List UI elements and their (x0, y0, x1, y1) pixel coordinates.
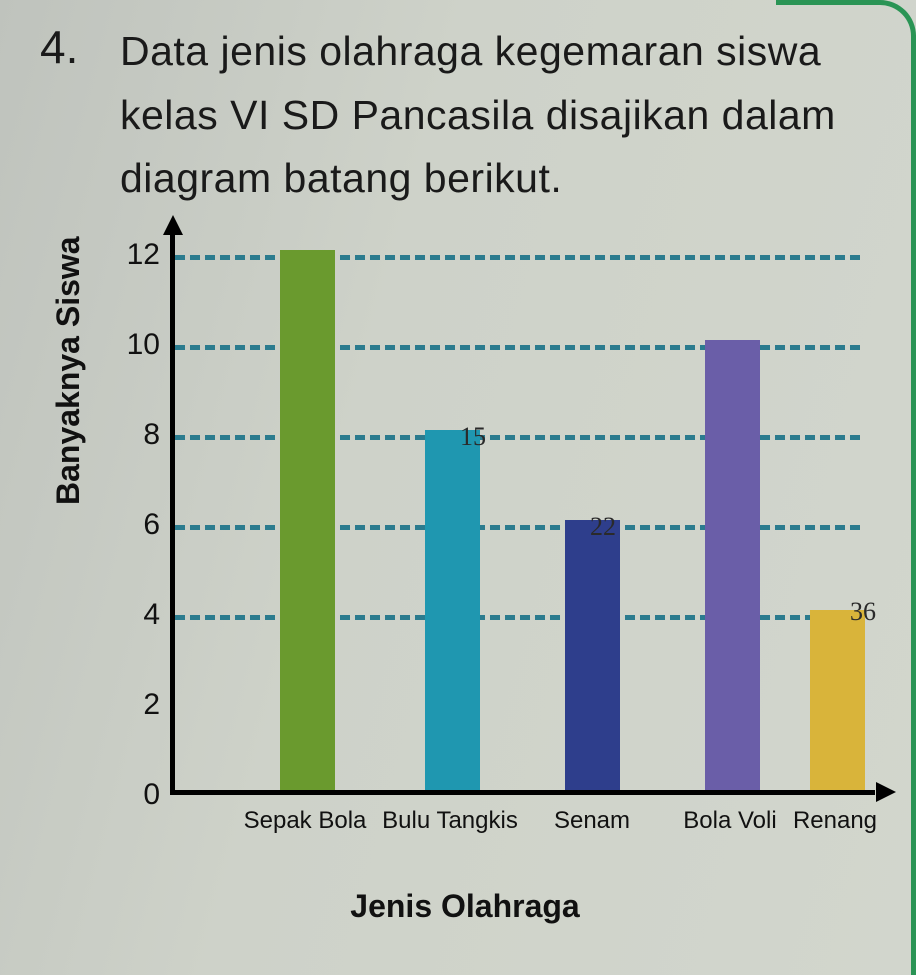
y-tick-label: 12 (127, 238, 160, 272)
category-label: Bola Voli (683, 807, 776, 835)
question-text: Data jenis olahraga kegemaran siswa kela… (120, 20, 876, 211)
handwritten-annotation: 15 (460, 422, 486, 452)
y-tick-label: 4 (143, 598, 160, 632)
x-axis (170, 790, 875, 795)
y-axis-label: Banyaknya Siswa (50, 236, 87, 505)
category-label: Bulu Tangkis (382, 807, 518, 835)
bar (425, 430, 480, 790)
question-number: 4. (40, 20, 78, 74)
y-tick-label: 10 (127, 328, 160, 362)
y-tick-label: 8 (143, 418, 160, 452)
y-tick-label: 6 (143, 508, 160, 542)
y-tick-label: 2 (143, 688, 160, 722)
x-arrow-icon (876, 782, 896, 802)
y-tick-label: 0 (143, 778, 160, 812)
chart: Banyaknya Siswa 024681012 Sepak BolaBulu… (60, 245, 870, 925)
page-bg: 4. Data jenis olahraga kegemaran siswa k… (0, 0, 916, 975)
category-label: Senam (554, 807, 630, 835)
plot-area: 024681012 Sepak BolaBulu TangkisSenamBol… (170, 255, 850, 795)
x-axis-label: Jenis Olahraga (60, 888, 870, 925)
bar (705, 340, 760, 790)
bar (280, 250, 335, 790)
handwritten-annotation: 22 (590, 512, 616, 542)
gridline (175, 255, 860, 260)
page-border-side (911, 35, 916, 975)
bar (565, 520, 620, 790)
bar (810, 610, 865, 790)
y-axis (170, 229, 175, 795)
category-label: Sepak Bola (244, 807, 367, 835)
category-label: Renang (793, 807, 877, 835)
handwritten-annotation: 36 (850, 597, 876, 627)
